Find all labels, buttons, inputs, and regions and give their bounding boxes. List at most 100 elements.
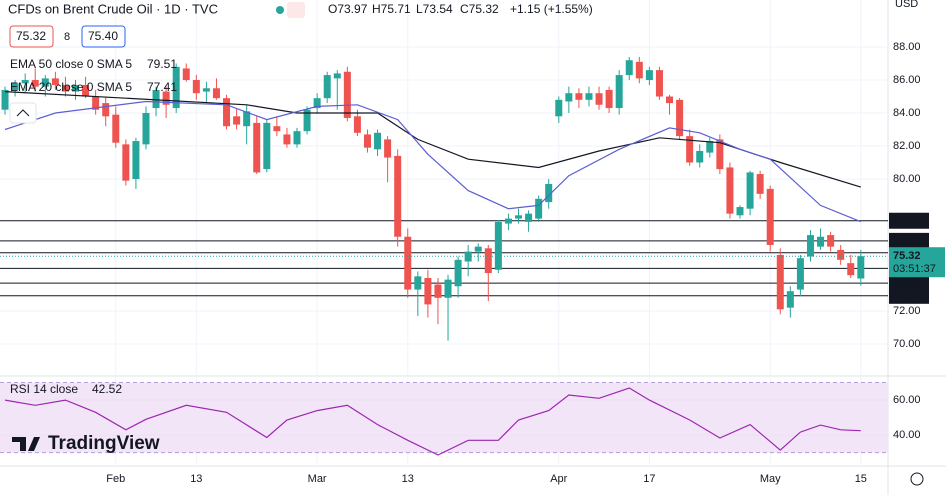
plot [0, 0, 888, 466]
x-tick-label: May [760, 473, 781, 485]
candle-body [545, 183, 553, 203]
ema20-label: EMA 20 close 0 SMA 5 [10, 80, 132, 94]
status-dot [276, 6, 284, 14]
spread: 8 [64, 31, 70, 43]
candle-body [706, 141, 714, 153]
last-price-label: 75.32 [893, 250, 921, 262]
candle-body [434, 284, 442, 298]
candle-body [51, 78, 59, 85]
rsi-band [0, 382, 888, 453]
candle-body [72, 84, 80, 92]
candle-body [746, 172, 754, 209]
candle-body [11, 83, 19, 90]
candle-body [343, 71, 351, 118]
candle-body [605, 89, 613, 109]
candle-body [404, 236, 412, 290]
candle-body [202, 88, 210, 92]
candle-body [575, 93, 583, 100]
candle-body [122, 144, 130, 181]
candle-body [384, 139, 392, 158]
countdown: 03:51:37 [893, 263, 936, 275]
buy-box[interactable] [81, 25, 126, 48]
candle-body [31, 80, 39, 87]
last-price-box [889, 247, 945, 278]
candle-body [212, 88, 220, 99]
candle-body [555, 99, 563, 117]
candle-body [827, 235, 835, 247]
level-label: 73.69 [893, 277, 921, 289]
sell-price: 75.32 [16, 29, 46, 43]
candle-body [1, 89, 9, 110]
candle-body [595, 93, 603, 105]
y-tick-label: 72.00 [893, 305, 921, 317]
ohlc-high: H75.71 [372, 2, 411, 16]
rsi-label: RSI 14 close [10, 382, 78, 396]
candle-body [635, 61, 643, 79]
candle-body [756, 174, 764, 194]
sell-box[interactable] [9, 25, 54, 48]
candle-body [374, 132, 382, 150]
candle-body [817, 236, 825, 247]
candle-body [525, 213, 533, 222]
candle-body [786, 291, 794, 308]
x-tick-label: 17 [643, 473, 655, 485]
candle-body [857, 256, 865, 279]
ohlc-close: C75.32 [460, 2, 499, 16]
collapse-button[interactable] [9, 102, 37, 124]
y-tick-label: 80.00 [893, 173, 921, 185]
candle-body [535, 198, 543, 219]
candle-body [726, 167, 734, 214]
settings-icon[interactable] [910, 472, 924, 486]
x-tick-label: 13 [190, 473, 202, 485]
rsi-tick-label: 40.00 [893, 429, 921, 441]
rsi-value: 42.52 [92, 382, 122, 396]
candle-body [313, 98, 321, 109]
candle-body [293, 131, 301, 145]
candle-body [102, 103, 110, 117]
candle-body [172, 66, 180, 109]
candle-body [303, 109, 311, 132]
x-tick-label: 15 [855, 473, 867, 485]
candle-body [686, 136, 694, 163]
candle-body [837, 249, 845, 260]
buy-price: 75.40 [88, 29, 118, 43]
candle-body [162, 91, 170, 105]
brand-logo [12, 437, 40, 451]
level-label: 77.47 [893, 215, 921, 227]
candle-body [796, 258, 804, 290]
candle-body [515, 215, 523, 219]
candle-body [414, 276, 422, 290]
candle-body [655, 70, 663, 97]
symbol-title: CFDs on Brent Crude Oil · 1D · TVC [8, 1, 218, 16]
candle-body [253, 122, 261, 173]
candle-body [806, 235, 814, 257]
y-tick-label: 82.00 [893, 140, 921, 152]
candle-body [41, 78, 49, 87]
candle-body [625, 60, 633, 76]
x-tick-label: Mar [308, 473, 327, 485]
candle-body [615, 75, 623, 109]
candle-body [847, 263, 855, 276]
y-tick-label: 86.00 [893, 74, 921, 86]
candle-body [666, 96, 674, 104]
candle-body [333, 73, 341, 79]
candle-body [243, 111, 251, 127]
candle-body [776, 254, 784, 310]
candle-body [92, 96, 100, 110]
candle-body [565, 93, 573, 102]
alert-icon[interactable] [287, 2, 305, 18]
level-label: 72.92 [893, 290, 921, 302]
ema50-value: 79.51 [147, 57, 177, 71]
level-label: 76.25 [893, 235, 921, 247]
candle-body [182, 68, 190, 81]
x-tick-label: 13 [402, 473, 414, 485]
candle-body [132, 141, 140, 180]
candle-body [444, 279, 452, 298]
candle-body [766, 188, 774, 245]
ohlc-open: O73.97 [328, 2, 368, 16]
brand-name: TradingView [48, 433, 160, 454]
ohlc-low: L73.54 [416, 2, 453, 16]
candle-body [353, 116, 361, 133]
candle-body [424, 277, 432, 305]
